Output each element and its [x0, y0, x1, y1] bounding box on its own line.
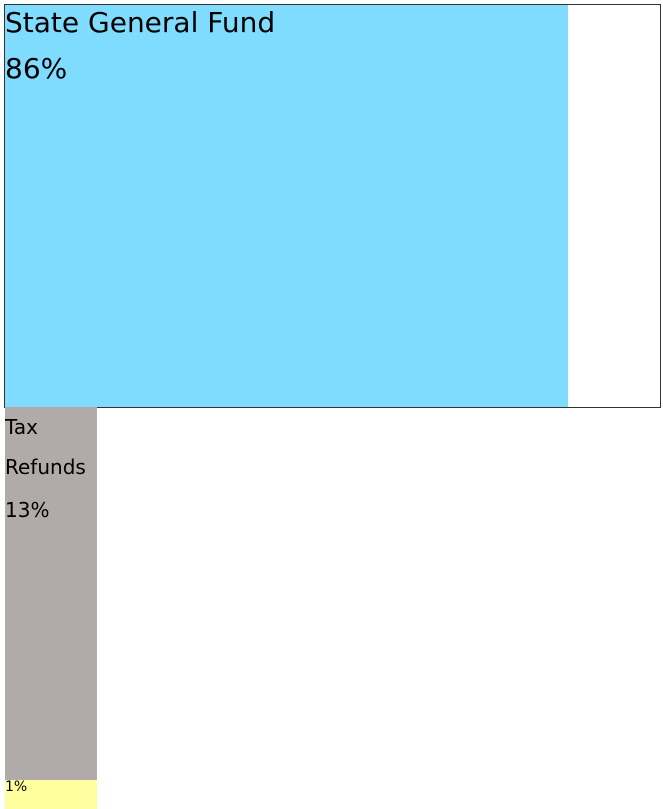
cell-value: 86% [5, 52, 68, 85]
treemap-cell: State General Fund 86% [5, 5, 569, 407]
cell-value: 1% [5, 779, 28, 796]
cell-label: State General Fund [5, 6, 276, 39]
treemap-cell: 1% [5, 780, 97, 809]
cell-value: 13% [5, 498, 50, 522]
cell-label: Tax Refunds [5, 415, 86, 479]
treemap: State General Fund 86% Tax Refunds 13% 1% [4, 4, 661, 809]
treemap-cell: Tax Refunds 13% [5, 407, 97, 781]
